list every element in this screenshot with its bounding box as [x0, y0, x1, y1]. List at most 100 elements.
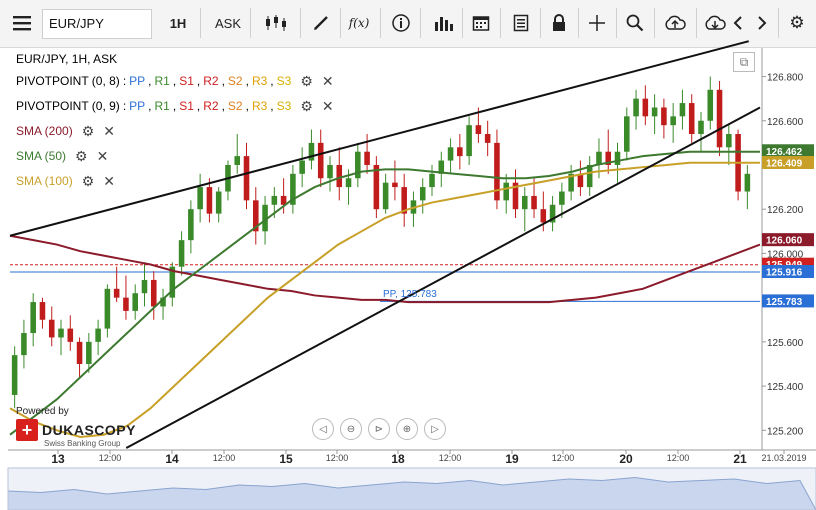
pivot1-comma: ,	[172, 74, 177, 88]
candle-body	[30, 302, 36, 334]
swiss-cross-icon: +	[16, 419, 38, 441]
candle-type-icon[interactable]	[256, 6, 296, 40]
candle-body	[58, 328, 64, 338]
pivot1-colon: :	[122, 74, 127, 88]
pivot1-r2: R2	[203, 74, 219, 88]
sma200-remove-icon[interactable]: ✕	[103, 122, 115, 139]
pivot2-s1: S1	[179, 99, 194, 113]
crosshair-icon[interactable]	[582, 6, 612, 40]
price-badge	[762, 233, 814, 247]
sma50-remove-icon[interactable]: ✕	[96, 147, 109, 164]
document-glyph	[513, 14, 529, 32]
candle-body	[614, 151, 621, 165]
pivot2-r3: R3	[251, 99, 268, 113]
lock-icon[interactable]	[544, 6, 574, 40]
sma100-settings-icon[interactable]: ⚙	[81, 172, 95, 189]
scroll-left-icon[interactable]: ◁	[312, 418, 334, 440]
legend-sma200: SMA (200) ⚙ ✕	[16, 122, 118, 140]
candle-body	[48, 319, 55, 338]
fit-icon[interactable]: ⊳	[368, 418, 390, 440]
candle-body	[521, 195, 528, 210]
candle-body	[327, 164, 333, 179]
bar-chart-icon[interactable]	[428, 6, 458, 40]
sma50-settings-icon[interactable]: ⚙	[75, 147, 88, 164]
date-tick-label: 13	[51, 452, 65, 466]
pivot2-remove-icon[interactable]: ✕	[321, 97, 334, 114]
lock-glyph	[553, 14, 565, 31]
candle-body	[559, 191, 565, 205]
menu-icon-glyph	[13, 16, 31, 31]
price-side-button[interactable]: ASK	[214, 15, 241, 31]
overview-navigator[interactable]	[7, 467, 816, 510]
pivot1-remove-icon[interactable]: ✕	[321, 72, 334, 89]
pivot2-r2: R2	[203, 99, 219, 113]
legend-sma100: SMA (100) ⚙ ✕	[16, 172, 118, 190]
candle-body	[308, 142, 315, 161]
next-icon[interactable]	[752, 6, 772, 40]
candle-body	[76, 341, 83, 364]
menu-icon[interactable]	[6, 6, 38, 40]
document-icon[interactable]	[506, 6, 536, 40]
zoom-icon[interactable]	[620, 6, 650, 40]
dukascopy-logo: + DUKASCOPY	[16, 419, 136, 441]
candle-body	[596, 151, 602, 165]
lower-trend-line	[125, 106, 761, 449]
time-tick-label: 12:00	[667, 453, 690, 463]
upper-trend-line	[9, 40, 750, 237]
candle-body	[726, 134, 732, 148]
expand-icon[interactable]: ⧉	[733, 52, 755, 72]
calendar-icon[interactable]	[466, 6, 496, 40]
download-icon[interactable]	[698, 6, 732, 40]
pivot1-comma: ,	[270, 74, 274, 88]
pivot1-s2: S2	[227, 74, 243, 88]
price-tick-label: 126.000	[767, 249, 804, 260]
pp-label: PP, 125.783	[383, 289, 437, 300]
legend-title-text: EUR/JPY, 1H, ASK	[16, 52, 118, 66]
candle-body	[188, 209, 194, 241]
prev-glyph	[733, 16, 742, 30]
crosshair-glyph	[589, 15, 605, 31]
sma100-remove-icon[interactable]: ✕	[103, 172, 115, 189]
time-tick-label: 12:00	[326, 453, 349, 463]
candle-body	[457, 147, 463, 157]
candle-body	[11, 355, 18, 395]
pivot1-settings-icon[interactable]: ⚙	[300, 72, 313, 89]
function-icon[interactable]: f(x)	[348, 16, 370, 30]
candle-body	[113, 288, 120, 298]
time-tick-label: 12:00	[213, 453, 236, 463]
candle-body	[21, 333, 27, 356]
candle-body	[540, 209, 547, 223]
toolbar-divider	[616, 8, 617, 38]
candle-body	[355, 151, 361, 179]
pivot2-comma: ,	[148, 99, 152, 113]
timeframe-button[interactable]: 1H	[169, 15, 187, 31]
symbol-input[interactable]: EUR/JPY	[42, 9, 152, 39]
candle-body	[86, 341, 92, 364]
pivot2-pp: PP	[129, 99, 146, 113]
toolbar-divider	[340, 8, 341, 38]
candle-body	[549, 204, 556, 223]
upload-icon[interactable]	[658, 6, 692, 40]
pivot1-r3: R3	[251, 74, 268, 88]
info-icon[interactable]	[386, 6, 416, 40]
toolbar-divider	[380, 8, 381, 38]
zoom-out-icon[interactable]: ⊖	[340, 418, 362, 440]
date-tick-label: 19	[505, 452, 519, 466]
candle-body	[624, 116, 630, 152]
zoom-in-icon[interactable]: ⊕	[396, 418, 418, 440]
pivot1-pp: PP	[129, 74, 146, 88]
sma200-settings-icon[interactable]: ⚙	[81, 122, 95, 139]
price-badge	[762, 155, 814, 169]
pivot2-settings-icon[interactable]: ⚙	[300, 97, 313, 114]
date-tick-label: 15	[279, 452, 293, 466]
gear-icon[interactable]: ⚙	[789, 13, 805, 32]
scroll-right-icon[interactable]: ▷	[424, 418, 446, 440]
prev-icon[interactable]	[728, 6, 748, 40]
candle-body	[679, 103, 686, 117]
toolbar-divider	[500, 8, 501, 38]
grid	[8, 48, 816, 451]
upload-glyph	[665, 15, 686, 30]
candle-body	[39, 302, 46, 320]
pen-icon[interactable]	[306, 6, 336, 40]
